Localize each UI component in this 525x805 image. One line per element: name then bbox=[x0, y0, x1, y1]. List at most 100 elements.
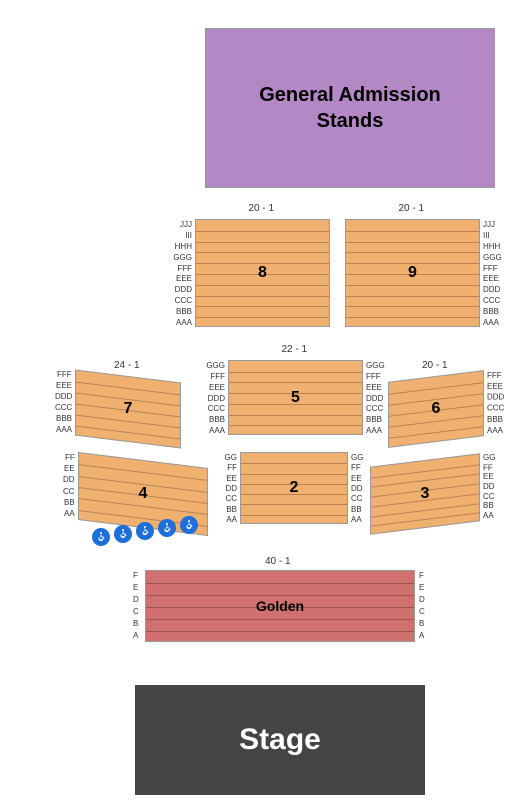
section-5-row-label-right: EEE bbox=[366, 383, 382, 392]
section-3-row-label-right: GG bbox=[483, 453, 495, 462]
section-6-row-label-right: CCC bbox=[487, 403, 504, 412]
section-2-row-label-right: AA bbox=[351, 515, 362, 524]
wheelchair-icon bbox=[92, 528, 110, 546]
section-8-row-label-left: III bbox=[185, 231, 192, 240]
section-9-row-label-right: CCC bbox=[483, 296, 500, 305]
section-9-row-label-right: BBB bbox=[483, 307, 499, 316]
golden-row-label-left: F bbox=[133, 571, 138, 580]
section-5-row-label-left: BBB bbox=[209, 415, 225, 424]
section-7-row-label-left: DDD bbox=[55, 392, 72, 401]
section-8[interactable]: 8 bbox=[195, 219, 330, 327]
section-8-row-label-left: JJJ bbox=[180, 220, 192, 229]
section-7-top-label: 24 - 1 bbox=[114, 360, 140, 371]
golden-row-label-left: D bbox=[133, 595, 139, 604]
section-2-row-label-left: DD bbox=[225, 484, 237, 493]
ga-stands-label: General AdmissionStands bbox=[259, 82, 441, 134]
section-5-row-label-left: DDD bbox=[208, 394, 225, 403]
section-3-label: 3 bbox=[371, 461, 479, 527]
section-2-row-label-right: EE bbox=[351, 474, 362, 483]
section-5-row-label-right: FFF bbox=[366, 372, 381, 381]
section-6-row-label-right: DDD bbox=[487, 392, 504, 401]
golden-row-label-left: B bbox=[133, 619, 138, 628]
section-5-row-label-left: GGG bbox=[206, 361, 225, 370]
section-8-row-label-left: EEE bbox=[176, 274, 192, 283]
golden-row-label-right: E bbox=[419, 583, 424, 592]
section-2-row-label-right: DD bbox=[351, 484, 363, 493]
section-3-row-label-right: BB bbox=[483, 502, 494, 511]
golden-row-label-left: E bbox=[133, 583, 138, 592]
section-9[interactable]: 9 bbox=[345, 219, 480, 327]
section-2-row-label-left: CC bbox=[225, 494, 237, 503]
section-7-row-label-left: CCC bbox=[55, 403, 72, 412]
section-9-row-label-right: JJJ bbox=[483, 220, 495, 229]
section-7-row-label-left: EEE bbox=[56, 381, 72, 390]
section-3-row-label-right: AA bbox=[483, 511, 494, 520]
section-7-label: 7 bbox=[76, 377, 180, 441]
section-2-row-label-left: GG bbox=[225, 453, 237, 462]
section-2-row-label-left: AA bbox=[226, 515, 237, 524]
golden-row-label-right: B bbox=[419, 619, 424, 628]
section-8-row-label-left: BBB bbox=[176, 307, 192, 316]
section-3-wrap: 3GGFFEEDDCCBBAA bbox=[370, 453, 480, 535]
section-3-row-label-right: FF bbox=[483, 463, 493, 472]
section-5-row-label-right: GGG bbox=[366, 361, 385, 370]
section-6-row-label-right: BBB bbox=[487, 414, 503, 423]
section-3-row-label-right: EE bbox=[483, 473, 494, 482]
section-6-top-label: 20 - 1 bbox=[422, 360, 448, 371]
golden-section[interactable]: Golden bbox=[145, 570, 415, 642]
section-5-row-label-left: FFF bbox=[210, 372, 225, 381]
section-8-row-label-left: AAA bbox=[176, 318, 192, 327]
section-3-row-label-right: DD bbox=[483, 482, 495, 491]
wheelchair-icon bbox=[136, 522, 154, 540]
section-5-row-label-right: BBB bbox=[366, 415, 382, 424]
section-5-wrap: 22 - 15GGGGGGFFFFFFEEEEEEDDDDDDCCCCCCBBB… bbox=[228, 360, 363, 435]
section-9-top-label: 20 - 1 bbox=[399, 203, 425, 214]
golden-row-label-left: A bbox=[133, 631, 138, 640]
section-8-row-label-left: GGG bbox=[173, 253, 192, 262]
section-9-label: 9 bbox=[346, 220, 479, 326]
wheelchair-icon bbox=[158, 519, 176, 537]
section-3-row-label-right: CC bbox=[483, 492, 495, 501]
section-8-row-label-left: DDD bbox=[175, 285, 192, 294]
section-2-row-label-left: BB bbox=[226, 505, 237, 514]
section-2-row-label-left: FF bbox=[227, 463, 237, 472]
section-9-wrap: 20 - 19JJJIIIHHHGGGFFFEEEDDDCCCBBBAAA bbox=[345, 219, 480, 327]
section-5[interactable]: 5 bbox=[228, 360, 363, 435]
section-2-row-label-right: FF bbox=[351, 463, 361, 472]
section-9-row-label-right: GGG bbox=[483, 253, 502, 262]
section-9-row-label-right: FFF bbox=[483, 264, 498, 273]
section-5-top-label: 22 - 1 bbox=[282, 344, 308, 355]
section-2-row-label-left: EE bbox=[226, 474, 237, 483]
section-9-row-label-right: DDD bbox=[483, 285, 500, 294]
section-2-label: 2 bbox=[241, 453, 347, 523]
section-7-row-label-left: AAA bbox=[56, 425, 72, 434]
section-6-wrap: 20 - 16FFFEEEDDDCCCBBBAAA bbox=[388, 370, 484, 448]
section-6-row-label-right: EEE bbox=[487, 381, 503, 390]
section-6[interactable]: 6 bbox=[388, 370, 484, 448]
section-5-row-label-right: DDD bbox=[366, 394, 383, 403]
section-2-row-label-right: CC bbox=[351, 494, 363, 503]
section-3[interactable]: 3 bbox=[370, 453, 480, 535]
section-5-label: 5 bbox=[229, 361, 362, 434]
section-2[interactable]: 2 bbox=[240, 452, 348, 524]
section-2-row-label-right: GG bbox=[351, 453, 363, 462]
section-4-row-label-left: DD bbox=[63, 475, 75, 484]
ga-stands-block: General AdmissionStands bbox=[205, 28, 495, 188]
section-9-row-label-right: III bbox=[483, 231, 490, 240]
section-4-row-label-left: FF bbox=[65, 453, 75, 462]
section-5-row-label-left: CCC bbox=[208, 404, 225, 413]
section-8-row-label-left: HHH bbox=[175, 242, 192, 251]
section-9-row-label-right: EEE bbox=[483, 274, 499, 283]
wheelchair-icon bbox=[114, 525, 132, 543]
golden-row-label-right: F bbox=[419, 571, 424, 580]
section-7[interactable]: 7 bbox=[75, 369, 181, 448]
section-2-wrap: 2GGGGFFFFEEEEDDDDCCCCBBBBAAAA bbox=[240, 452, 348, 524]
section-7-row-label-left: FFF bbox=[57, 370, 72, 379]
section-6-label: 6 bbox=[389, 377, 483, 441]
section-5-row-label-right: CCC bbox=[366, 404, 383, 413]
section-4-row-label-left: AA bbox=[64, 509, 75, 518]
section-9-row-label-right: HHH bbox=[483, 242, 500, 251]
section-5-row-label-right: AAA bbox=[366, 426, 382, 435]
wheelchair-icon bbox=[180, 516, 198, 534]
stage-label: Stage bbox=[239, 723, 321, 757]
